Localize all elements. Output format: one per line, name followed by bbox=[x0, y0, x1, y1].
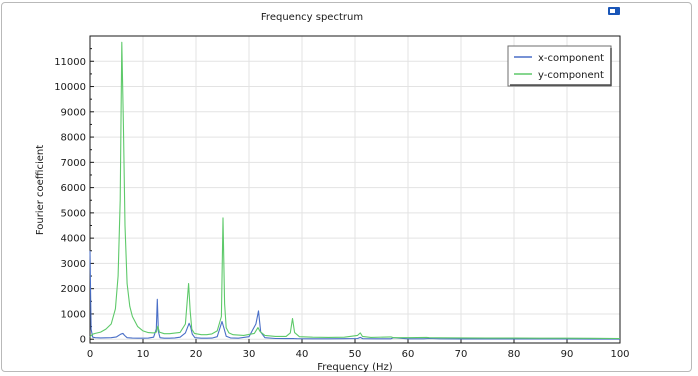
y-axis: 0 1000 2000 3000 4000 5000 6000 7000 8000 9000 100… bbox=[54, 48, 94, 346]
x-tick-label: 10 bbox=[137, 349, 150, 360]
x-tick-label: 30 bbox=[243, 349, 256, 360]
x-tick-label: 0 bbox=[87, 349, 93, 360]
x-tick-label: 100 bbox=[610, 349, 629, 360]
chart-title: Frequency spectrum bbox=[261, 12, 363, 23]
plot-corner-icon[interactable] bbox=[608, 7, 620, 15]
y-tick-label: 4000 bbox=[61, 234, 86, 245]
legend-box bbox=[507, 45, 612, 87]
x-tick-label: 70 bbox=[455, 349, 468, 360]
y-tick-label: 7000 bbox=[61, 158, 86, 169]
series-line-x-component bbox=[89, 250, 620, 340]
y-tick-label: 0 bbox=[80, 335, 86, 346]
y-tick-label: 1000 bbox=[61, 309, 86, 320]
x-tick-label: 80 bbox=[508, 349, 521, 360]
series-line-y-component bbox=[89, 41, 621, 340]
x-tick-label: 20 bbox=[190, 349, 203, 360]
y-tick-label: 3000 bbox=[61, 259, 86, 270]
x-tick-label: 60 bbox=[402, 349, 415, 360]
y-tick-label: 9000 bbox=[61, 107, 86, 118]
x-axis-title: Frequency (Hz) bbox=[317, 362, 393, 373]
legend: x-component y-component bbox=[507, 45, 612, 87]
y-tick-label: 10000 bbox=[54, 82, 86, 93]
y-tick-label: 5000 bbox=[61, 208, 86, 219]
x-tick-label: 50 bbox=[349, 349, 362, 360]
legend-label-y-component: y-component bbox=[538, 70, 604, 81]
y-axis-title: Fourier coefficient bbox=[35, 145, 46, 235]
y-tick-label: 2000 bbox=[61, 284, 86, 295]
x-tick-label: 40 bbox=[296, 349, 309, 360]
y-tick-label: 8000 bbox=[61, 133, 86, 144]
y-tick-label: 11000 bbox=[54, 57, 86, 68]
series-layer bbox=[89, 41, 621, 340]
x-tick-label: 90 bbox=[561, 349, 574, 360]
x-axis: 0 10 20 30 40 50 60 70 80 90 100 bbox=[87, 339, 630, 360]
y-tick-label: 6000 bbox=[61, 183, 86, 194]
legend-label-x-component: x-component bbox=[538, 53, 604, 64]
